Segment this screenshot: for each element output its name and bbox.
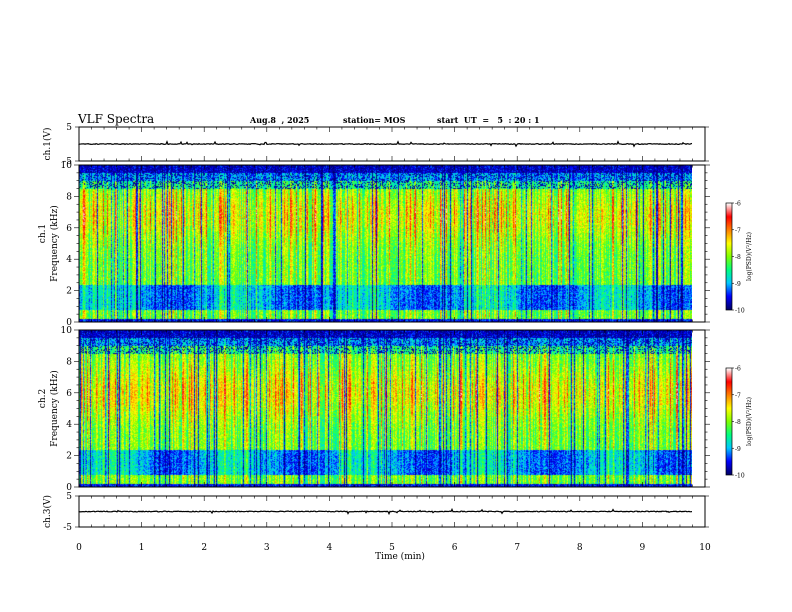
ch1_spectrogram-colorbar-tick-label: -9 [735,281,741,288]
ch1_spectrogram-colorbar-tick-label: -8 [735,254,741,261]
ch2_spectrogram-ytick-label: 6 [66,389,72,399]
x-tick-label: 9 [640,543,646,553]
ch2_spectrogram-colorbar-tick-label: -7 [735,392,741,399]
ch1_spectrogram-ylabel: Frequency (kHz) [49,205,60,282]
ch2_spectrogram-ylabel: Frequency (kHz) [49,370,60,447]
ch3_waveform-ylabel: ch.3(V) [42,495,53,528]
ch1_waveform-ylabel: ch.1(V) [42,128,53,161]
ch1_spectrogram-colorbar-label: log(PSD)(V²/Hz) [746,232,753,281]
ch2_spectrogram-colorbar-tick-label: -8 [735,419,741,426]
ch3_waveform-ytick-label: 5 [66,492,72,502]
ch1_spectrogram-colorbar-tick-label: -10 [735,308,745,315]
ch2_spectrogram-ytick-label: 2 [66,452,72,462]
ch2_spectrogram-ytick-label: 0 [66,483,72,493]
ch1_waveform-ytick-label: 5 [66,123,72,133]
station-label: station= MOS [343,115,406,125]
ch1_spectrogram-ytick-label: 10 [61,161,73,171]
x-tick-label: 0 [76,543,82,553]
ch2_spectrogram-ytick-label: 4 [66,420,72,430]
x-tick-label: 1 [139,543,145,553]
x-tick-label: 2 [201,543,207,553]
ch3_waveform-ytick-label: -5 [63,523,72,533]
ch1_spectrogram-ytick-label: 8 [66,192,72,202]
x-tick-label: 3 [264,543,270,553]
x-tick-label: 5 [389,543,395,553]
ch2_spectrogram-ytick-label: 8 [66,357,72,367]
ch2_spectrogram-colorbar-tick-label: -10 [735,473,745,480]
start-time-label: start UT = 5 : 20 : 1 [437,115,540,125]
x-tick-label: 10 [699,543,711,553]
ch2_spectrogram-heatmap-image [79,330,692,487]
ch1_spectrogram-colorbar-tick-label: -6 [735,201,741,208]
ch1_waveform-ytick-label: -5 [63,157,72,167]
chart-title: VLF Spectra [78,112,155,126]
ch1_spectrogram-colorbar-gradient [726,203,732,310]
ch3_waveform-trace [78,507,693,516]
ch1_waveform-trace [78,140,693,148]
ch2_spectrogram-channel-label: ch.2 [38,389,48,408]
x-tick-label: 8 [577,543,583,553]
ch2_spectrogram-colorbar-tick-label: -6 [735,366,741,373]
ch1_spectrogram-heatmap-image [79,165,692,322]
ch1_spectrogram-ytick-label: 6 [66,224,72,234]
ch2_spectrogram-colorbar-gradient [726,368,732,475]
ch1_spectrogram-channel-label: ch.1 [38,224,48,243]
x-tick-label: 6 [452,543,458,553]
ch1_spectrogram-ytick-label: 0 [66,318,72,328]
ch1_spectrogram-ytick-label: 2 [66,287,72,297]
ch1_spectrogram-ytick-label: 4 [66,255,72,265]
x-axis-label: Time (min) [375,551,425,562]
date-label: Aug.8 , 2025 [250,115,310,125]
ch2_spectrogram-ytick-label: 10 [61,326,73,336]
ch1_spectrogram-colorbar-tick-label: -7 [735,227,741,234]
ch2_spectrogram-colorbar-tick-label: -9 [735,446,741,453]
x-tick-label: 7 [514,543,520,553]
ch2_spectrogram-colorbar-label: log(PSD)(V²/Hz) [746,397,753,446]
x-tick-label: 4 [327,543,333,553]
